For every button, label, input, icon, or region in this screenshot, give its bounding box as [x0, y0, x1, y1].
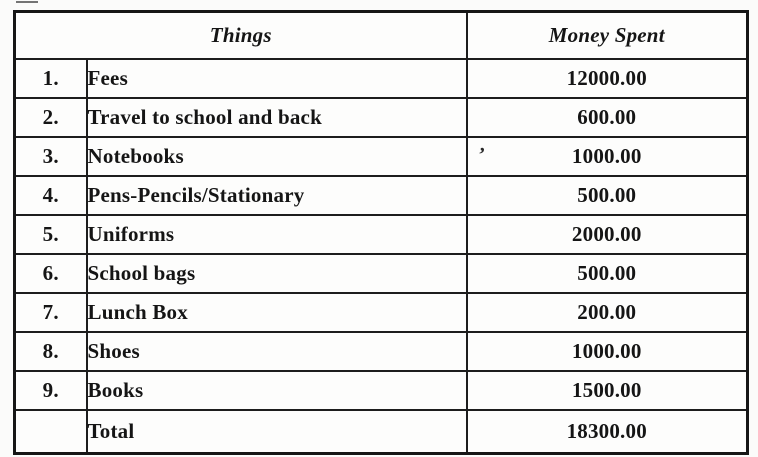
row-number-cell: 1. — [13, 57, 88, 99]
row-number-cell: 5. — [13, 213, 88, 255]
total-row: Total 18300.00 — [13, 408, 749, 455]
table-row: 4. Pens-Pencils/Stationary 500.00 — [13, 174, 749, 216]
table-row: 7. Lunch Box 200.00 — [13, 291, 749, 333]
item-cell: Notebooks — [85, 135, 468, 177]
item-cell: Fees — [85, 57, 468, 99]
amount-cell: 1000.00 — [465, 330, 749, 372]
row-number-cell: 3. — [13, 135, 88, 177]
amount-cell: 2000.00 — [465, 213, 749, 255]
item-cell: School bags — [85, 252, 468, 294]
table-row: 9. Books 1500.00 — [13, 369, 749, 411]
table-row: 1. Fees 12000.00 — [13, 57, 749, 99]
item-cell: Pens-Pencils/Stationary — [85, 174, 468, 216]
amount-cell: 1500.00 — [465, 369, 749, 411]
amount-cell: ’ 1000.00 — [465, 135, 749, 177]
amount-cell: 200.00 — [465, 291, 749, 333]
amount-cell: 600.00 — [465, 96, 749, 138]
scan-artifact-mark: ’ — [476, 143, 486, 166]
item-cell: Lunch Box — [85, 291, 468, 333]
item-cell: Uniforms — [85, 213, 468, 255]
scan-edge-artifact — [16, 1, 38, 3]
table-row: 6. School bags 500.00 — [13, 252, 749, 294]
money-spent-table: Things Money Spent 1. Fees 12000.00 2. T… — [13, 10, 749, 455]
row-number-cell: 4. — [13, 174, 88, 216]
total-label-cell: Total — [85, 408, 468, 455]
total-amount-cell: 18300.00 — [465, 408, 749, 455]
column-header-things: Things — [13, 10, 468, 60]
amount-cell: 500.00 — [465, 174, 749, 216]
table-row: 2. Travel to school and back 600.00 — [13, 96, 749, 138]
table-header-row: Things Money Spent — [13, 10, 749, 60]
item-cell: Books — [85, 369, 468, 411]
amount-value: 1000.00 — [571, 143, 642, 168]
item-cell: Travel to school and back — [85, 96, 468, 138]
amount-cell: 500.00 — [465, 252, 749, 294]
row-number-cell: 2. — [13, 96, 88, 138]
column-header-money-spent: Money Spent — [465, 10, 749, 60]
item-cell: Shoes — [85, 330, 468, 372]
total-empty-cell — [13, 408, 88, 455]
row-number-cell: 7. — [13, 291, 88, 333]
table-row: 5. Uniforms 2000.00 — [13, 213, 749, 255]
row-number-cell: 9. — [13, 369, 88, 411]
row-number-cell: 8. — [13, 330, 88, 372]
row-number-cell: 6. — [13, 252, 88, 294]
table-row: 8. Shoes 1000.00 — [13, 330, 749, 372]
table-row: 3. Notebooks ’ 1000.00 — [13, 135, 749, 177]
amount-cell: 12000.00 — [465, 57, 749, 99]
